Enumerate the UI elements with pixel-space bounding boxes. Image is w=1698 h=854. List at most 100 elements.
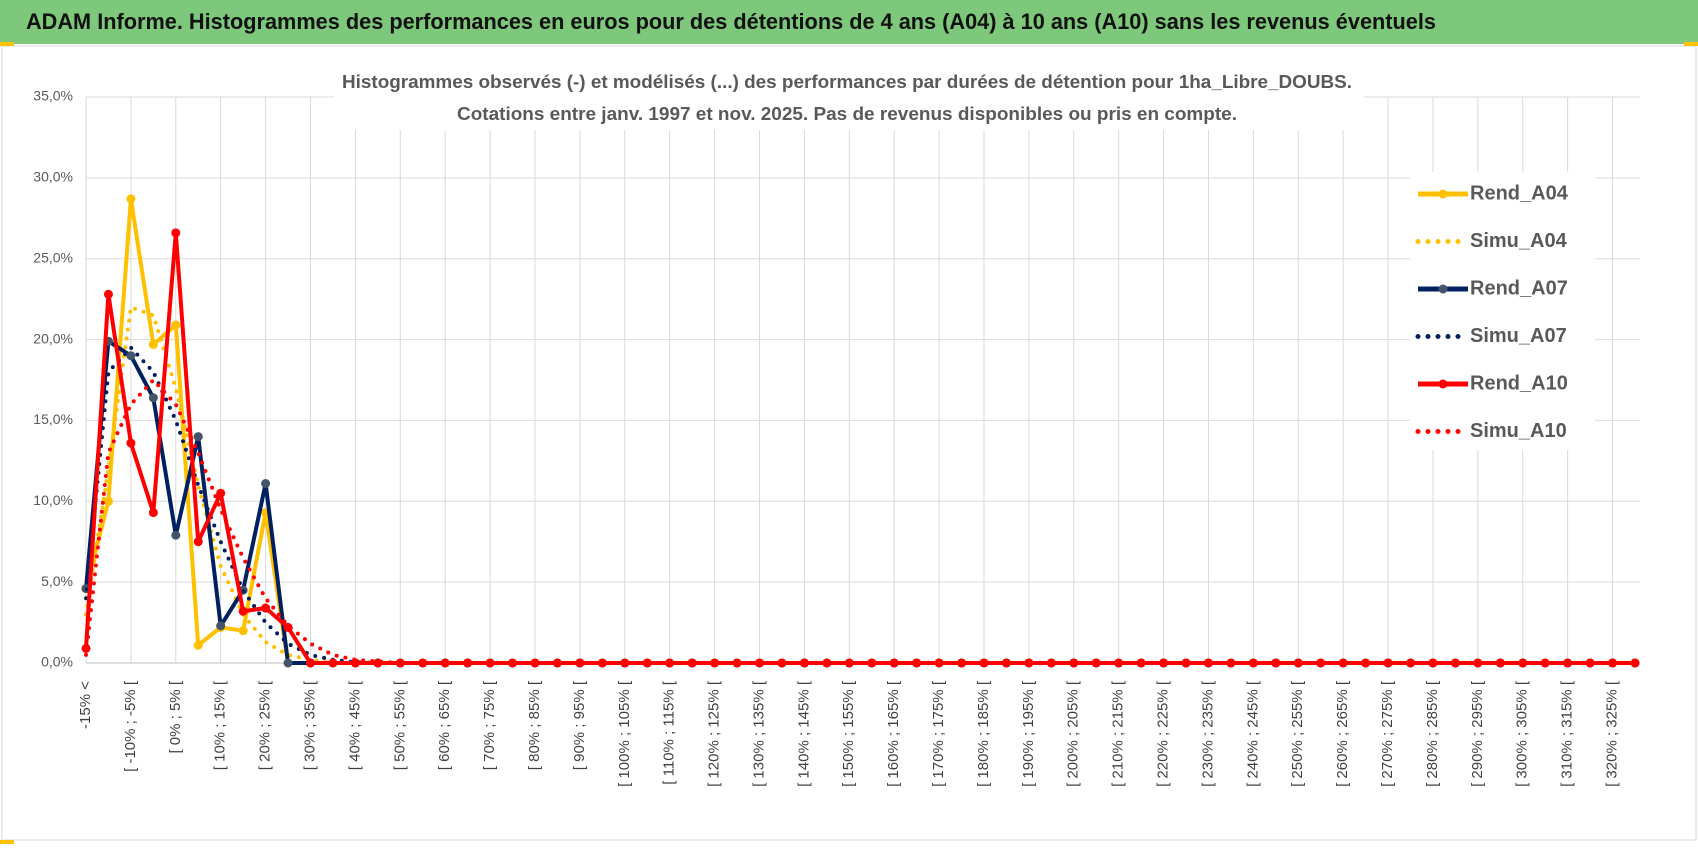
x-tick-label: [ 250% ; 255% [ — [1289, 680, 1306, 787]
marker — [642, 658, 652, 668]
x-tick-label: [ 130% ; 135% [ — [750, 680, 767, 787]
corner — [0, 42, 14, 46]
marker — [552, 658, 562, 668]
marker — [283, 658, 293, 668]
legend-label: Rend_A04 — [1470, 182, 1569, 204]
marker — [1540, 658, 1550, 668]
marker — [261, 603, 271, 613]
x-tick-label: [ 260% ; 265% [ — [1334, 680, 1351, 787]
x-tick-label: [ 310% ; 315% [ — [1559, 680, 1576, 787]
marker — [822, 658, 832, 668]
marker — [1001, 658, 1011, 668]
marker — [687, 658, 697, 668]
marker — [103, 289, 113, 299]
x-tick-label: [ 270% ; 275% [ — [1379, 680, 1396, 787]
legend-label: Rend_A10 — [1470, 372, 1568, 394]
marker — [1046, 658, 1056, 668]
marker — [148, 393, 158, 403]
marker — [418, 658, 428, 668]
legend-box — [1410, 172, 1595, 450]
y-tick-label: 15,0% — [33, 411, 73, 427]
y-tick-label: 30,0% — [33, 169, 73, 185]
marker — [597, 658, 607, 668]
marker — [463, 658, 473, 668]
title-box — [334, 68, 1364, 130]
marker — [1091, 658, 1101, 668]
marker — [148, 508, 158, 518]
y-tick-label: 0,0% — [41, 654, 73, 670]
x-tick-label: [ 140% ; 145% [ — [795, 680, 812, 787]
x-tick-label: [ 90% ; 95% [ — [571, 680, 588, 770]
marker — [216, 488, 226, 498]
legend-marker — [1438, 284, 1448, 294]
marker — [193, 432, 203, 442]
legend-marker — [1438, 379, 1448, 389]
x-tick-label: [ 320% ; 325% [ — [1604, 680, 1621, 787]
x-tick-label: [ 10% ; 15% [ — [212, 680, 229, 770]
x-tick-label: [ 300% ; 305% [ — [1514, 680, 1531, 787]
marker — [171, 228, 181, 238]
x-tick-label: [ 40% ; 45% [ — [346, 680, 363, 770]
x-tick-label: [ 100% ; 105% [ — [616, 680, 633, 787]
x-tick-label: [ 120% ; 125% [ — [706, 680, 723, 787]
marker — [1450, 658, 1460, 668]
x-tick-label: [ 80% ; 85% [ — [526, 680, 543, 770]
x-tick-label: [ 50% ; 55% [ — [391, 680, 408, 770]
marker — [957, 658, 967, 668]
marker — [1226, 658, 1236, 668]
marker — [126, 194, 136, 204]
x-tick-label: [ 180% ; 185% [ — [975, 680, 992, 787]
x-tick-label: [ 290% ; 295% [ — [1469, 680, 1486, 787]
marker — [1181, 658, 1191, 668]
marker — [1406, 658, 1416, 668]
x-tick-label: [ 0% ; 5% [ — [167, 680, 184, 753]
marker — [328, 658, 338, 668]
marker — [171, 530, 181, 540]
y-tick-label: 10,0% — [33, 492, 73, 508]
marker — [1136, 658, 1146, 668]
chart-frame — [1, 45, 1697, 841]
marker — [126, 351, 136, 361]
marker — [193, 537, 203, 547]
marker — [126, 438, 136, 448]
marker — [238, 606, 248, 616]
legend-label: Simu_A10 — [1470, 420, 1567, 442]
legend-label: Rend_A07 — [1470, 277, 1568, 299]
x-tick-label: [ 110% ; 115% [ — [661, 680, 678, 785]
corner — [1684, 42, 1698, 46]
series-line — [84, 230, 1635, 665]
marker — [103, 496, 113, 506]
marker — [732, 658, 742, 668]
chart-title: Histogrammes observés (-) et modélisés (… — [342, 72, 1352, 92]
x-tick-label: [ 280% ; 285% [ — [1424, 680, 1441, 787]
x-tick-label: [ 230% ; 235% [ — [1199, 680, 1216, 787]
marker — [508, 658, 518, 668]
marker — [912, 658, 922, 668]
legend-label: Simu_A04 — [1470, 230, 1568, 252]
corner — [0, 840, 14, 844]
x-tick-label: [ 210% ; 215% [ — [1110, 680, 1127, 787]
y-tick-label: 20,0% — [33, 330, 73, 346]
header-title: ADAM Informe. Histogrammes des performan… — [26, 9, 1436, 34]
x-tick-label: [ 20% ; 25% [ — [257, 680, 274, 770]
x-tick-label: [ 60% ; 65% [ — [436, 680, 453, 770]
legend-marker — [1438, 189, 1448, 199]
y-tick-label: 35,0% — [33, 88, 73, 104]
marker — [238, 626, 248, 636]
legend-label: Simu_A07 — [1470, 325, 1567, 347]
series-line — [84, 378, 1637, 665]
y-tick-label: 25,0% — [33, 249, 73, 265]
marker — [171, 320, 181, 330]
marker — [1361, 658, 1371, 668]
y-tick-label: 5,0% — [41, 573, 73, 589]
x-tick-label: [ 190% ; 195% [ — [1020, 680, 1037, 787]
marker — [1316, 658, 1326, 668]
marker — [867, 658, 877, 668]
x-tick-label: [ 150% ; 155% [ — [840, 680, 857, 787]
marker — [305, 658, 315, 668]
marker — [148, 339, 158, 349]
marker — [1271, 658, 1281, 668]
plot-area: 0,0% 5,0% 10,0% 15,0% 20,0% 25,0% 30,0% 35,0% -1… — [33, 88, 1640, 787]
marker — [216, 621, 226, 631]
